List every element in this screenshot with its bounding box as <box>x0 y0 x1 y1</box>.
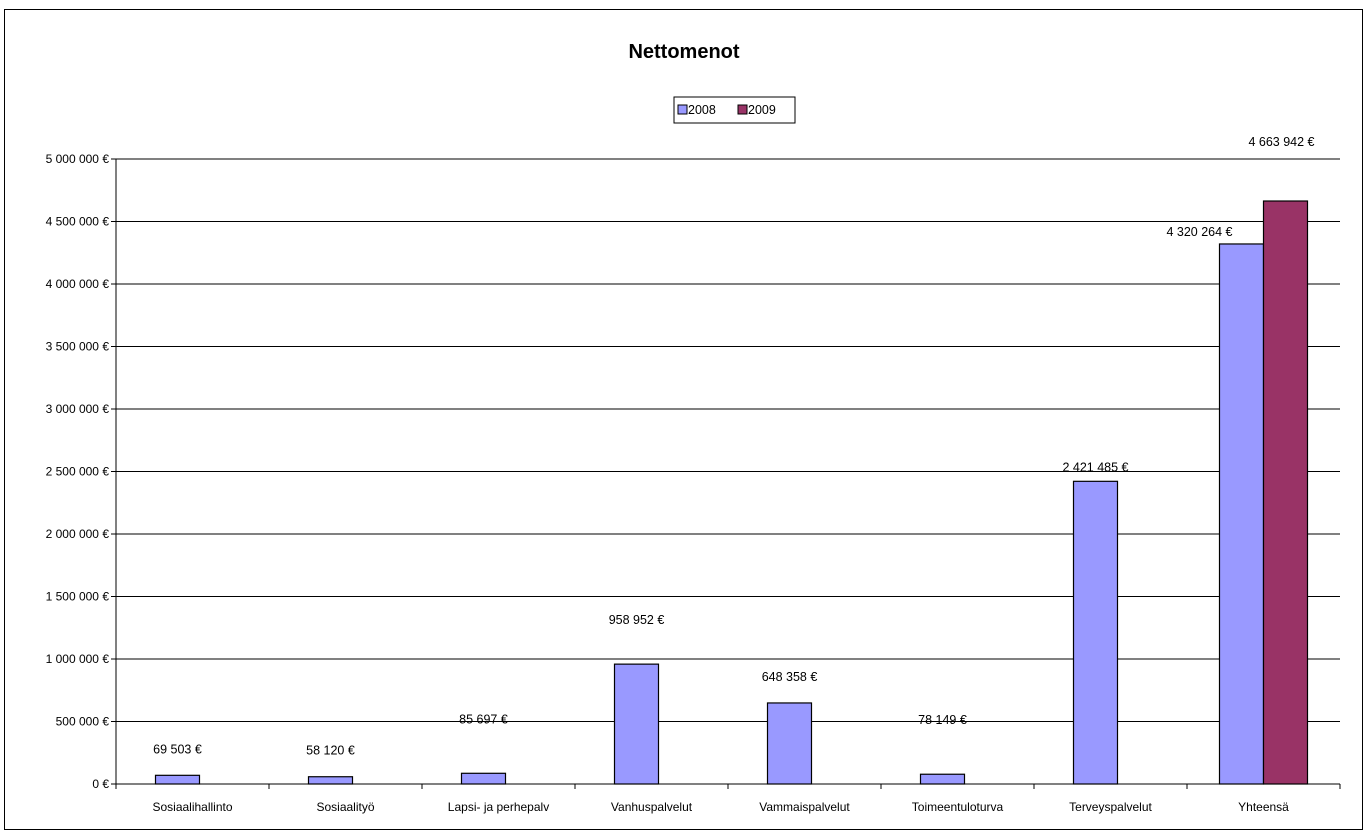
data-label: 85 697 € <box>459 712 508 726</box>
y-tick-label: 4 000 000 € <box>46 277 110 291</box>
data-label: 69 503 € <box>153 742 202 756</box>
bar-2008-2 <box>460 772 507 785</box>
data-label: 958 952 € <box>609 613 665 627</box>
x-tick-label: Terveyspalvelut <box>1069 800 1152 814</box>
bar-2008-3 <box>613 663 660 785</box>
bar-2008-5 <box>919 773 966 785</box>
gridlines <box>116 158 1340 722</box>
y-tick-label: 1 500 000 € <box>46 590 110 604</box>
bar-2008-1 <box>307 776 354 785</box>
bar-2008-0 <box>154 774 201 785</box>
bar-2008-6 <box>1072 480 1119 785</box>
bar-2008-7 <box>1218 243 1265 785</box>
data-labels: 69 503 € 58 120 € 85 697 € 958 952 € 648 358… <box>153 135 1314 758</box>
x-tick-label: Vammaispalvelut <box>759 800 850 814</box>
legend: 2008 2009 <box>673 96 796 124</box>
x-tick-label: Toimeentuloturva <box>912 800 1004 814</box>
y-tick-label: 0 € <box>92 777 109 791</box>
x-tick-label: Lapsi- ja perhepalv <box>448 800 549 814</box>
bars <box>154 200 1309 785</box>
axes: 0 € 500 000 € 1 000 000 € 1 500 000 € 2 000 … <box>46 152 1341 814</box>
legend-box <box>673 96 796 124</box>
y-tick-label: 2 500 000 € <box>46 465 110 479</box>
bar-2009-7 <box>1262 200 1309 785</box>
bar-2008-4 <box>766 702 813 785</box>
chart-title: Nettomenot <box>628 41 739 63</box>
y-tick-label: 4 500 000 € <box>46 215 110 229</box>
x-tick-label: Sosiaalihallinto <box>152 800 232 814</box>
y-tick-label: 3 500 000 € <box>46 340 110 354</box>
data-label: 4 663 942 € <box>1248 135 1314 149</box>
y-tick-label: 2 000 000 € <box>46 527 110 541</box>
y-tick-label: 3 000 000 € <box>46 402 110 416</box>
data-label: 4 320 264 € <box>1166 225 1232 239</box>
legend-swatch-2009 <box>737 104 748 115</box>
x-tick-label: Vanhuspalvelut <box>611 800 693 814</box>
y-tick-label: 5 000 000 € <box>46 152 110 166</box>
legend-label-2009: 2009 <box>748 103 776 117</box>
data-label: 2 421 485 € <box>1062 460 1128 474</box>
data-label: 58 120 € <box>306 744 355 758</box>
legend-label-2008: 2008 <box>688 103 716 117</box>
x-tick-label: Yhteensä <box>1238 800 1289 814</box>
data-label: 648 358 € <box>762 670 818 684</box>
y-tick-label: 500 000 € <box>56 715 110 729</box>
chart-frame <box>4 9 1363 830</box>
legend-swatch-2008 <box>677 104 688 115</box>
data-label: 78 149 € <box>918 713 967 727</box>
y-tick-label: 1 000 000 € <box>46 652 110 666</box>
x-tick-label: Sosiaalityö <box>316 800 374 814</box>
